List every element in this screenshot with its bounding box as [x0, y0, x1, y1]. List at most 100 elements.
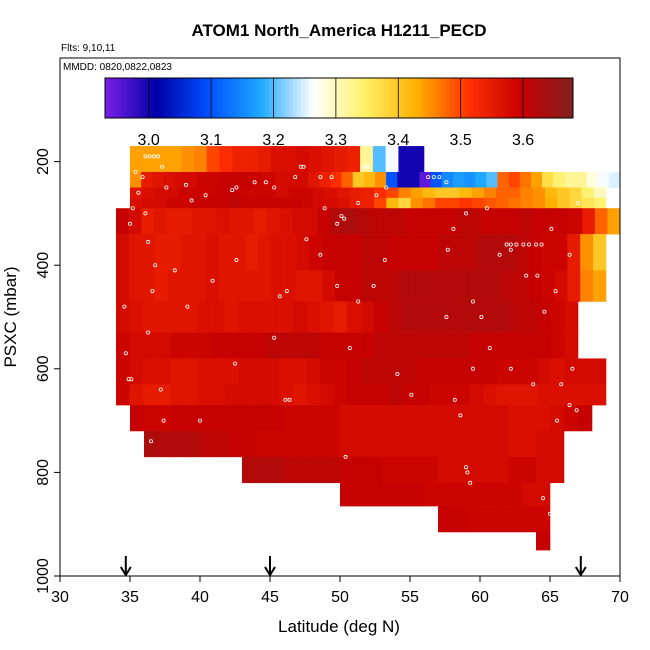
heatmap-cell	[565, 358, 580, 385]
colorbar-swatch	[189, 78, 194, 118]
heatmap-cell	[333, 384, 348, 406]
heatmap-cell	[251, 332, 266, 359]
heatmap-cell	[313, 187, 326, 199]
heatmap-cell	[251, 301, 266, 333]
heatmap-cell	[354, 456, 369, 484]
colorbar-swatch	[169, 78, 174, 118]
sample-point	[301, 164, 306, 169]
heatmap-cell	[229, 208, 243, 235]
heatmap-cell	[129, 301, 144, 333]
heatmap-cell	[496, 197, 509, 209]
heatmap-cell	[522, 405, 537, 432]
heatmap-cell	[116, 234, 130, 271]
heatmap-cell	[241, 171, 253, 188]
heatmap-cell	[429, 358, 443, 385]
heatmap-cell	[203, 187, 216, 199]
sample-point	[318, 252, 323, 257]
colorbar-swatch	[273, 78, 278, 118]
heatmap-cell	[279, 208, 293, 235]
sample-point	[126, 377, 131, 382]
colorbar-swatch	[565, 78, 570, 118]
colorbar-swatch	[501, 78, 506, 118]
sample-point	[339, 213, 344, 218]
heatmap-cell	[242, 456, 257, 484]
heatmap-cell	[564, 171, 576, 188]
sample-point	[574, 408, 579, 413]
heatmap-cell	[466, 482, 481, 507]
heatmap-cell	[276, 197, 289, 209]
sample-point	[143, 154, 148, 159]
heatmap-cell	[524, 384, 539, 406]
heatmap-cell	[238, 332, 253, 359]
heatmap-cell	[410, 197, 424, 209]
heatmap-cell	[230, 171, 242, 188]
sample-point	[371, 283, 376, 288]
sample-point	[576, 200, 581, 205]
heatmap-cell	[466, 506, 481, 533]
heatmap-cell	[306, 332, 321, 359]
sample-point	[130, 206, 135, 211]
heatmap-cell	[232, 270, 246, 302]
sample-point	[318, 175, 323, 180]
heatmap-cell	[468, 208, 482, 235]
sample-point	[356, 299, 361, 304]
colorbar-swatch	[361, 78, 366, 118]
x-axis: 30 35 40 45 50 55 60 65 70	[51, 576, 629, 606]
colorbar-swatch	[345, 78, 350, 118]
heatmap-cell	[368, 430, 383, 458]
heatmap-cell	[265, 332, 280, 359]
colorbar-swatch	[321, 78, 326, 118]
heatmap-cell	[466, 430, 481, 458]
sample-point	[133, 169, 138, 174]
x-tick-label: 45	[261, 589, 279, 606]
colorbar-swatch	[149, 78, 154, 118]
colorbar-swatch	[309, 78, 314, 118]
colorbar-tick-label: 3.3	[325, 132, 347, 149]
colorbar-swatch	[457, 78, 462, 118]
heatmap-cell	[224, 358, 239, 385]
heatmap-cell	[410, 482, 425, 507]
heatmap-cell	[219, 146, 233, 173]
x-axis-label: Latitude (deg N)	[278, 617, 400, 636]
sample-point	[272, 185, 277, 190]
dates-annotation: MMDD: 0820,0822,0823	[63, 62, 172, 73]
heatmap-cell	[502, 270, 517, 302]
heatmap-cell	[386, 187, 399, 199]
heatmap-cell	[510, 358, 525, 385]
heatmap-cell	[242, 405, 257, 432]
colorbar-swatch	[561, 78, 566, 118]
heatmap-cell	[172, 405, 187, 432]
heatmap-cell	[522, 482, 537, 507]
colorbar-swatch	[337, 78, 342, 118]
sample-point	[153, 263, 158, 268]
heatmap-cell	[141, 208, 155, 235]
colorbar-swatch	[441, 78, 446, 118]
heatmap-cell	[143, 384, 158, 406]
colorbar-tick-label: 3.1	[200, 132, 222, 149]
heatmap-cell	[211, 332, 226, 359]
heatmap-cell	[214, 405, 229, 432]
heatmap-cell	[532, 187, 546, 199]
sample-point	[129, 377, 134, 382]
heatmap-cell	[172, 430, 187, 458]
heatmap-cell	[569, 197, 582, 209]
heatmap-cell	[156, 301, 171, 333]
heatmap-cell	[325, 187, 338, 199]
heatmap-cell	[536, 482, 551, 507]
colorbar-swatch	[125, 78, 130, 118]
heatmap-cell	[337, 197, 350, 209]
heatmap-cell	[319, 332, 334, 359]
sample-point	[409, 392, 414, 397]
y-tick-label: 400	[35, 252, 52, 279]
heatmap-cell	[593, 187, 607, 199]
heatmap-cell	[482, 332, 497, 359]
heatmap-cell	[292, 332, 307, 359]
sample-point	[234, 257, 239, 262]
heatmap-cell	[130, 146, 144, 173]
heatmap-cell	[550, 430, 565, 458]
y-tick-label: 1000	[35, 558, 52, 594]
y-axis: 200 400 600 800 1000	[35, 148, 60, 594]
heatmap-cell	[483, 197, 497, 209]
heatmap-cell	[347, 301, 361, 333]
